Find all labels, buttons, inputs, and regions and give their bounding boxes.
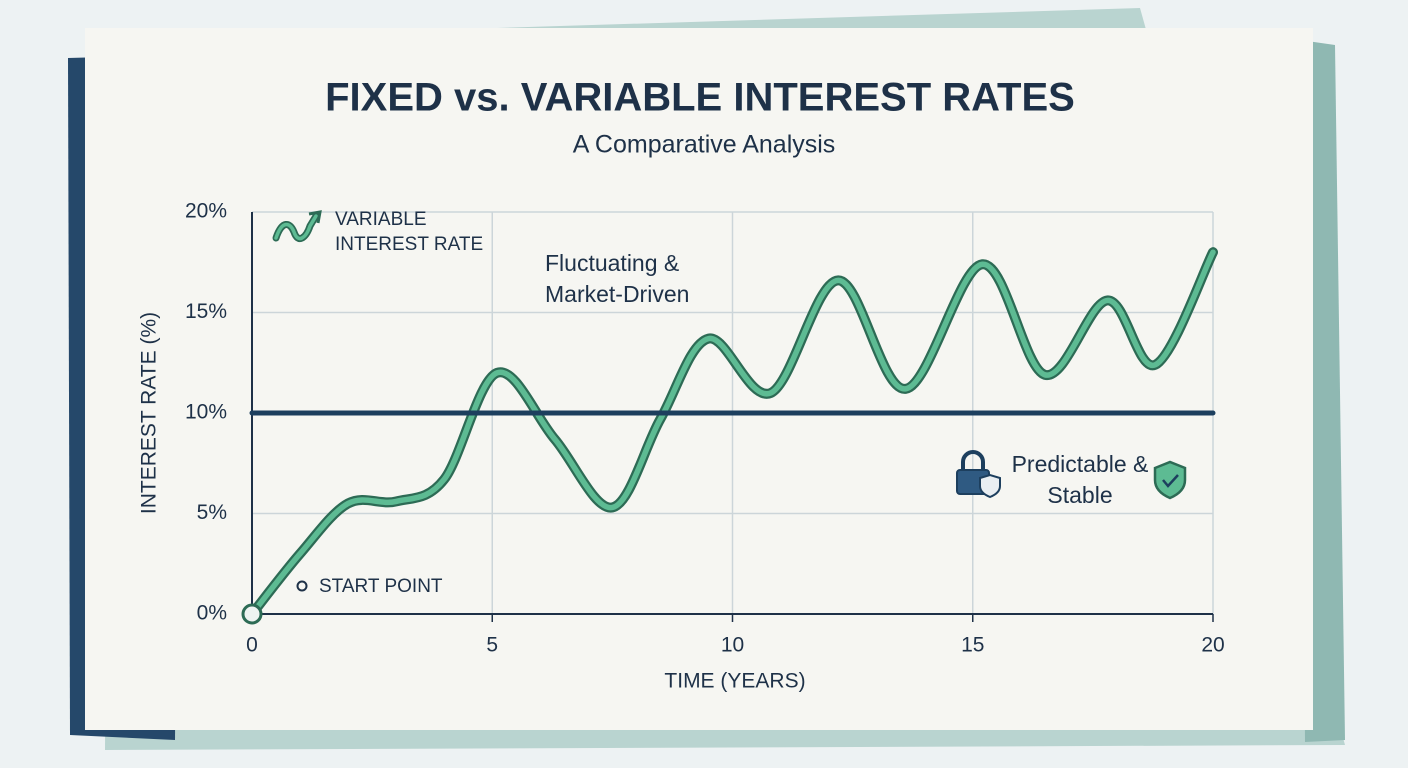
x-tick-label: 15 <box>961 634 984 657</box>
legend-icon <box>274 214 318 241</box>
y-tick-label: 0% <box>197 602 227 625</box>
plot-area: 0% 5% 10% 15% 20% 0 5 10 15 20 <box>185 200 1225 657</box>
y-tick-label: 15% <box>185 300 227 323</box>
line <box>249 249 1216 617</box>
x-tick-label: 0 <box>246 634 258 657</box>
x-tick-label: 10 <box>721 634 744 657</box>
chart-title: FIXED vs. VARIABLE INTEREST RATES <box>325 76 1075 120</box>
x-axis-label: TIME (YEARS) <box>664 670 805 693</box>
start-point <box>241 603 263 625</box>
y-tick-label: 5% <box>197 501 227 524</box>
chart-subtitle: A Comparative Analysis <box>573 131 836 159</box>
lock-icon <box>956 450 1001 499</box>
y-tick-label: 10% <box>185 401 227 424</box>
shield-icon <box>1153 460 1187 500</box>
legend-label: VARIABLE INTEREST RATE <box>335 209 484 255</box>
y-axis-label: INTEREST RATE (%) <box>138 312 161 514</box>
start-marker <box>296 580 308 592</box>
legend-arrow <box>308 210 322 224</box>
y-tick-label: 20% <box>185 200 227 223</box>
x-tick-label: 20 <box>1201 634 1224 657</box>
x-tick-label: 5 <box>486 634 498 657</box>
annotation: Predictable & Stable <box>1011 451 1149 508</box>
annotation: START POINT <box>319 576 443 597</box>
annotation: Fluctuating & Market-Driven <box>545 250 690 307</box>
